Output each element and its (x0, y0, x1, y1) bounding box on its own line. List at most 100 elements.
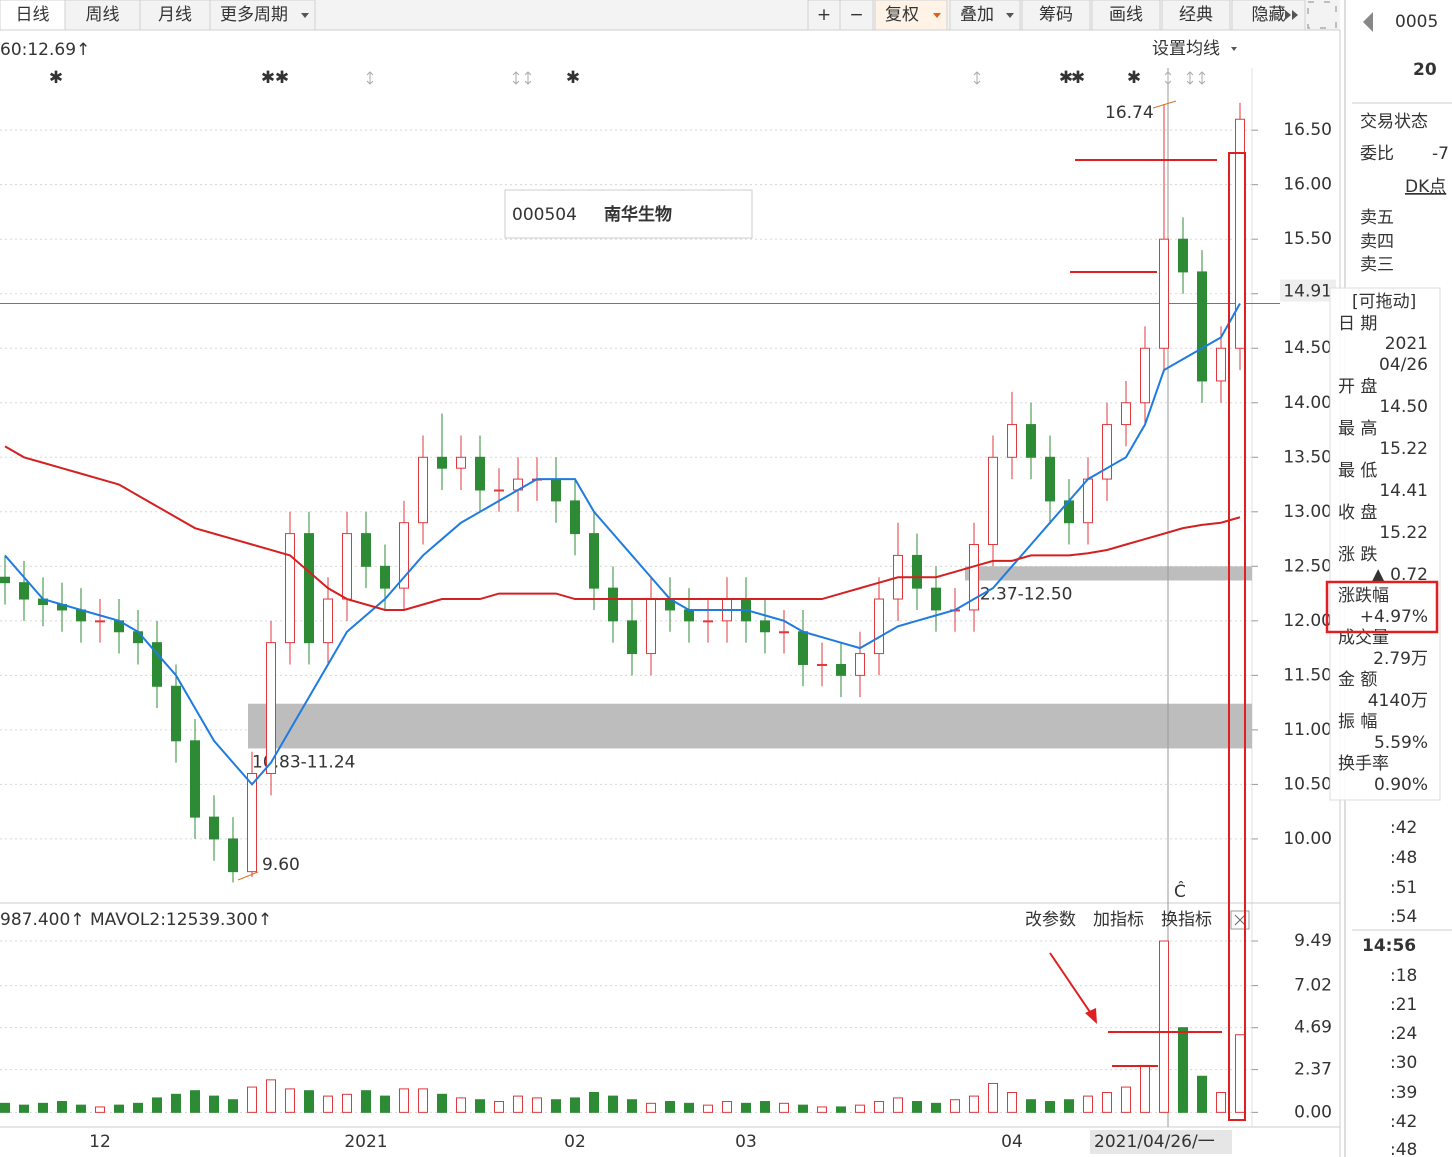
indicator-button[interactable]: 加指标 (1093, 910, 1144, 930)
candle-body (589, 533, 599, 589)
candle-body (760, 620, 770, 633)
quote-price: 20 (1413, 60, 1437, 80)
volume-bar (874, 1101, 884, 1113)
volume-bar (1197, 1075, 1207, 1113)
crosshair-price: 14.91 (1283, 282, 1332, 302)
tool-label[interactable]: − (849, 5, 863, 25)
volume-bar (361, 1090, 371, 1113)
tool-label[interactable]: 经典 (1179, 5, 1213, 25)
zone-label: 10.83-11.24 (252, 752, 355, 772)
tab[interactable] (139, 0, 211, 31)
volume-bar (1178, 1027, 1188, 1113)
ask-label: 卖四 (1360, 232, 1394, 252)
icon (1292, 10, 1298, 20)
candle-body (399, 522, 409, 589)
tab[interactable] (209, 0, 316, 31)
volume-bar (171, 1093, 181, 1113)
volume-bar (760, 1101, 770, 1113)
ask-label: 卖五 (1360, 208, 1394, 228)
info-value: +4.97% (1360, 607, 1428, 627)
candle-body (171, 685, 181, 742)
info-value: 15.22 (1379, 523, 1428, 543)
volume-bar (190, 1090, 200, 1113)
y-tick-label: 16.50 (1283, 120, 1332, 140)
vol-tick-label: 7.02 (1294, 976, 1332, 996)
event-icon: ✱ (49, 68, 63, 88)
candle-body (1159, 238, 1169, 349)
indicator-button[interactable]: 换指标 (1161, 910, 1212, 930)
tab[interactable] (64, 0, 141, 31)
tick-time: :30 (1390, 1053, 1417, 1073)
tick-time: :48 (1390, 848, 1417, 868)
candle-body (418, 456, 428, 524)
indicator-button[interactable]: 改参数 (1025, 910, 1076, 930)
event-icon: ✱ (1127, 68, 1141, 88)
event-icon: ✱ (566, 68, 580, 88)
event-icon (1186, 71, 1194, 85)
y-tick-label: 10.00 (1283, 829, 1332, 849)
vol-tick-label: 0.00 (1294, 1102, 1332, 1122)
volume-bar (703, 1104, 713, 1113)
tab-label[interactable]: 更多周期 (220, 5, 288, 25)
tool-label[interactable]: 隐藏 (1252, 5, 1286, 25)
vol-ma-label: MAVOL2:12539.300↑ (90, 910, 272, 930)
set-ma-button[interactable]: 设置均线 (1152, 39, 1220, 59)
stock-label-box (504, 189, 753, 239)
tool-label[interactable]: + (817, 5, 831, 25)
tool-label[interactable]: 复权 (885, 5, 919, 25)
event-icon (512, 71, 520, 85)
info-box (1329, 287, 1441, 801)
tool-label[interactable]: 叠加 (960, 5, 994, 25)
info-value: 15.22 (1379, 439, 1428, 459)
info-label: 最 低 (1338, 461, 1377, 481)
candle-body (1197, 271, 1207, 382)
volume-bar (266, 1079, 276, 1113)
tool-button[interactable] (1021, 0, 1091, 31)
tick-time: :42 (1390, 1112, 1417, 1132)
candle-body (95, 620, 105, 623)
tick-time: :42 (1390, 818, 1417, 838)
volume-bar (1140, 1064, 1150, 1113)
price-zone (965, 566, 1252, 581)
x-tick-label: 2021 (344, 1132, 387, 1152)
tool-button[interactable] (1091, 0, 1161, 31)
info-value: 14.41 (1379, 481, 1428, 501)
info-value: 0.90% (1374, 775, 1428, 795)
highlight-box (1228, 152, 1246, 1121)
tab-label[interactable]: 月线 (158, 5, 192, 25)
y-tick-label: 11.00 (1283, 720, 1332, 740)
info-label: 振 幅 (1338, 712, 1377, 732)
candle-body (931, 587, 941, 611)
event-icon: ✱ (275, 68, 289, 88)
candle-body (133, 631, 143, 644)
candle-body (817, 663, 827, 666)
fullscreen-button[interactable] (1307, 1, 1337, 29)
volume-bar (1216, 1092, 1226, 1113)
ma-label: 60:12.69↑ (0, 40, 90, 60)
tool-button[interactable] (839, 0, 874, 31)
info-value: 14.50 (1379, 397, 1428, 417)
volume-bar (1007, 1092, 1017, 1113)
stock-name: 南华生物 (604, 204, 672, 225)
event-icon (1198, 71, 1206, 85)
candle-body (779, 631, 789, 634)
tab-label[interactable]: 日线 (16, 5, 50, 25)
info-value: 5.59% (1374, 733, 1428, 753)
volume-bar (779, 1102, 789, 1113)
volume-bar (342, 1093, 352, 1113)
volume-bar (855, 1104, 865, 1113)
tab-label[interactable]: 周线 (86, 5, 120, 25)
tab[interactable] (0, 0, 66, 31)
candle-body (1102, 424, 1112, 480)
volume-bar (513, 1095, 523, 1113)
tool-label[interactable]: 画线 (1109, 5, 1143, 25)
dk-link[interactable]: DK点 (1405, 177, 1446, 197)
tool-label[interactable]: 筹码 (1039, 5, 1073, 25)
candle-body (703, 620, 713, 623)
candle-body (646, 598, 656, 655)
icon (1363, 12, 1373, 32)
volume-bar (0, 1102, 10, 1113)
vol-tick-label: 9.49 (1294, 931, 1332, 951)
tool-button[interactable] (1161, 0, 1231, 31)
